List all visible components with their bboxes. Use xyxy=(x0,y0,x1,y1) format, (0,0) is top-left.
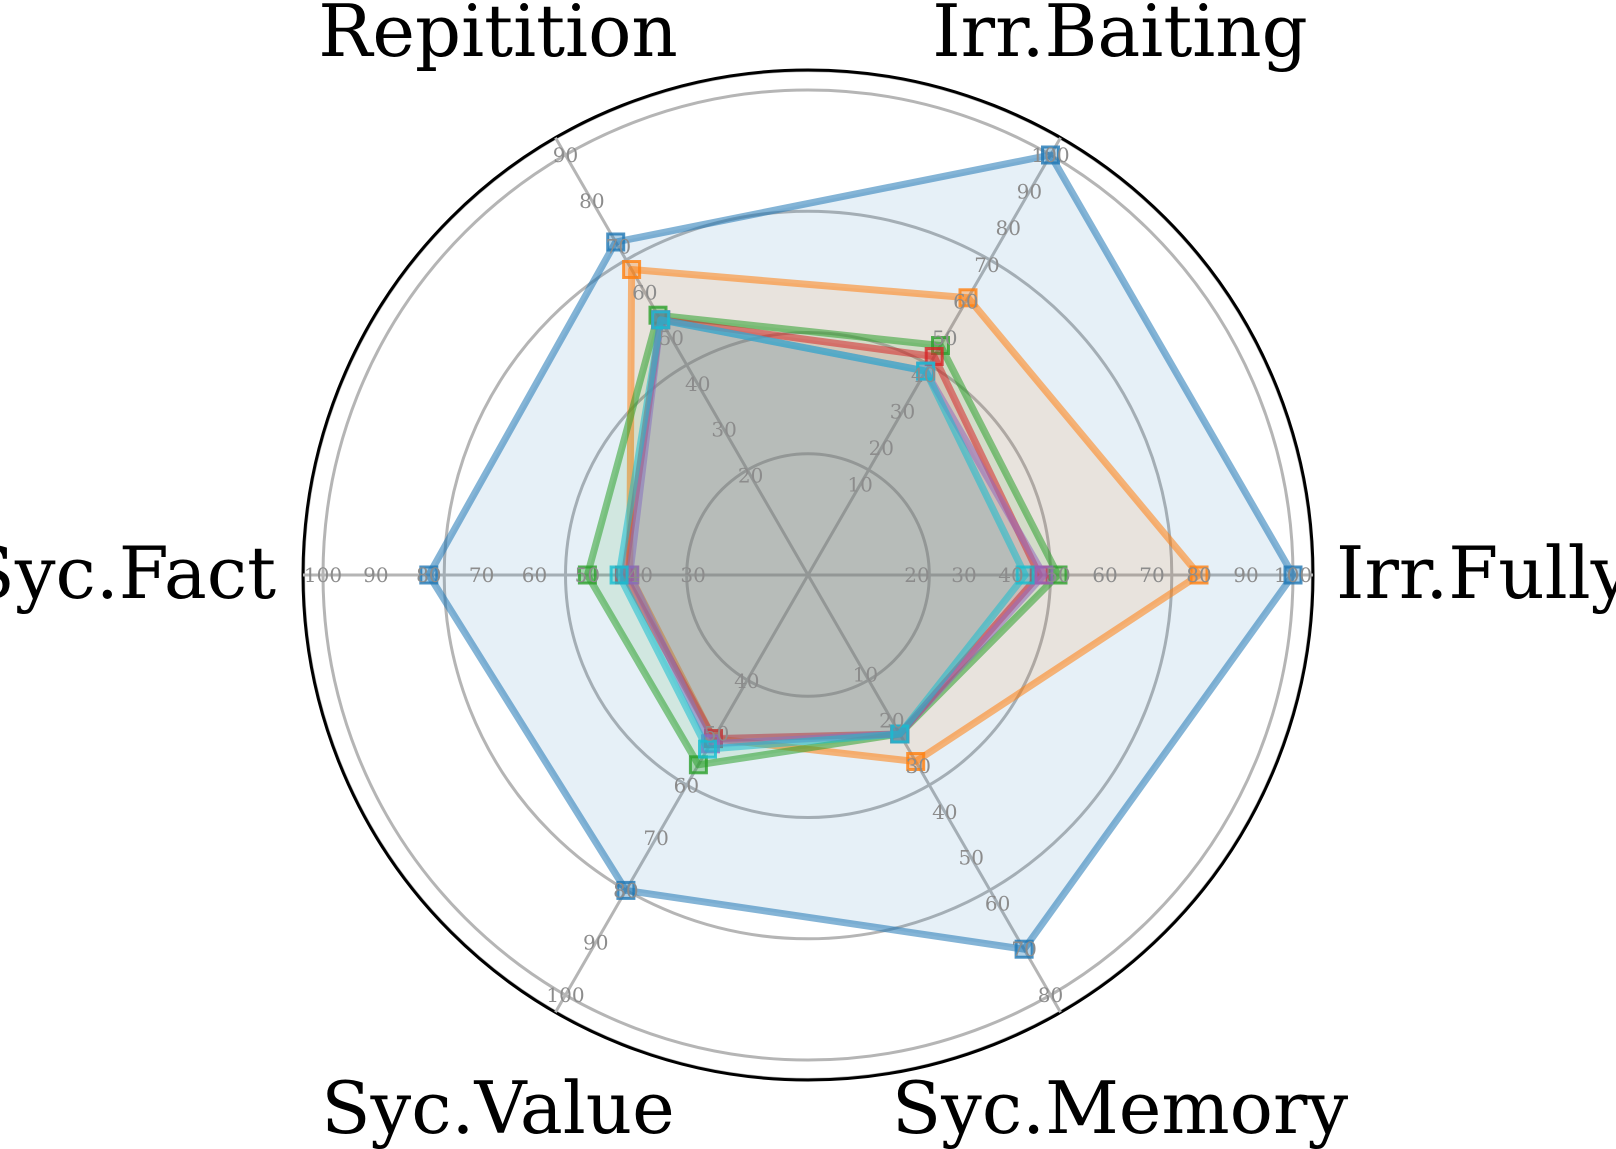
tick-label-axis-2-1: 10 xyxy=(847,473,872,497)
tick-label-axis-1-6: 70 xyxy=(1139,563,1164,587)
series-6-marker-3 xyxy=(651,310,671,330)
tick-label-axis-1-8: 90 xyxy=(1233,563,1258,587)
tick-label-axis-1-9: 100 xyxy=(1274,563,1312,587)
tick-label-axis-1-5: 60 xyxy=(1092,563,1117,587)
tick-label-axis-3-1: 20 xyxy=(738,464,763,488)
tick-label-axis-2-6: 60 xyxy=(953,290,978,314)
axis-title-repitition: Repitition xyxy=(318,0,678,73)
tick-label-axis-2-8: 80 xyxy=(995,216,1020,240)
tick-label-axis-2-7: 70 xyxy=(974,253,999,277)
tick-label-axis-6-4: 40 xyxy=(932,800,957,824)
radar-series xyxy=(419,145,1303,959)
series-3-marker-1 xyxy=(1048,565,1068,585)
series-2-marker-1 xyxy=(1189,565,1209,585)
tick-label-axis-6-5: 50 xyxy=(958,846,983,870)
tick-label-axis-4-2: 40 xyxy=(628,563,653,587)
tick-label-axis-4-3: 50 xyxy=(575,563,600,587)
axis-title-syc-fact: Syc.Fact xyxy=(0,531,276,615)
series-4-area xyxy=(624,319,1040,739)
tick-label-axis-2-10: 100 xyxy=(1031,143,1069,167)
axis-title-syc-value: Syc.Value xyxy=(321,1066,675,1149)
series-1-marker-1 xyxy=(1283,565,1303,585)
tick-label-axis-3-3: 40 xyxy=(685,372,710,396)
tick-label-axis-4-8: 100 xyxy=(304,563,342,587)
series-1-line xyxy=(425,151,1297,953)
tick-label-axis-5-1: 40 xyxy=(734,669,759,693)
tick-label-axis-6-1: 10 xyxy=(853,663,878,687)
series-6-marker-1 xyxy=(1015,565,1035,585)
tick-label-axis-2-3: 30 xyxy=(890,399,915,423)
tick-label-axis-6-2: 20 xyxy=(879,708,904,732)
tick-label-axis-1-3: 40 xyxy=(998,563,1023,587)
series-1-marker-2 xyxy=(1041,145,1060,165)
tick-label-axis-2-4: 40 xyxy=(911,363,936,387)
tick-label-axis-6-3: 30 xyxy=(906,754,931,778)
tick-label-axis-4-5: 70 xyxy=(469,563,494,587)
series-1-marker-4 xyxy=(419,565,439,585)
tick-label-axis-1-7: 80 xyxy=(1186,563,1211,587)
tick-label-axis-5-3: 60 xyxy=(674,774,699,798)
tick-label-axis-5-5: 80 xyxy=(613,878,638,902)
tick-label-axis-5-7: 100 xyxy=(546,983,584,1007)
tick-label-axis-3-2: 30 xyxy=(711,418,736,442)
axis-spoke-3 xyxy=(554,136,810,576)
tick-label-axis-1-2: 30 xyxy=(951,563,976,587)
tick-label-axis-1-1: 20 xyxy=(904,563,929,587)
series-5-marker-1 xyxy=(1034,565,1054,585)
series-3-marker-4 xyxy=(577,565,597,585)
tick-label-axis-4-7: 90 xyxy=(363,563,388,587)
tick-label-axis-5-6: 90 xyxy=(583,931,608,955)
series-6-area xyxy=(619,319,1026,750)
axis-title-syc-memory: Syc.Memory xyxy=(892,1066,1349,1149)
series-1-marker-6 xyxy=(1014,939,1034,959)
axis-title-irr-fully: Irr.Fully xyxy=(1336,531,1616,615)
series-3-marker-5 xyxy=(688,755,708,775)
series-1-marker-5 xyxy=(616,880,636,900)
tick-label-axis-2-5: 50 xyxy=(932,326,957,350)
series-2-area xyxy=(629,269,1199,762)
tick-label-axis-6-8: 80 xyxy=(1038,983,1063,1007)
series-1-marker-3 xyxy=(606,232,626,252)
series-3-area xyxy=(587,315,1058,765)
series-2-marker-3 xyxy=(622,260,642,279)
tick-label-axis-3-4: 50 xyxy=(659,326,684,350)
tick-label-axis-2-9: 90 xyxy=(1017,180,1042,204)
series-6-marker-6 xyxy=(890,724,910,744)
tick-label-axis-6-6: 60 xyxy=(985,891,1010,915)
tick-label-axis-3-8: 90 xyxy=(553,143,578,167)
radar-tick-labels: 20 30 40 50 60 70 80 90 100102030405060708090100… xyxy=(304,143,1312,1007)
axis-spoke-5 xyxy=(554,574,810,1014)
axis-spoke-6 xyxy=(806,574,1062,1014)
tick-label-axis-3-6: 70 xyxy=(606,235,631,259)
tick-label-axis-1-4: 50 xyxy=(1045,563,1070,587)
series-6-marker-2 xyxy=(916,361,936,381)
series-2-marker-2 xyxy=(958,288,978,308)
series-5-area xyxy=(629,319,1044,744)
series-6-marker-4 xyxy=(609,565,629,585)
tick-label-axis-4-6: 80 xyxy=(416,563,441,587)
tick-label-axis-5-2: 50 xyxy=(704,721,729,745)
tick-label-axis-5-4: 70 xyxy=(643,826,668,850)
series-2-marker-6 xyxy=(906,752,926,771)
tick-label-axis-3-7: 80 xyxy=(579,189,604,213)
tick-label-axis-6-7: 70 xyxy=(1011,937,1036,961)
series-6-line xyxy=(615,316,1029,753)
tick-label-axis-4-1: 30 xyxy=(680,563,705,587)
tick-label-axis-4-4: 60 xyxy=(522,563,547,587)
tick-label-axis-2-2: 20 xyxy=(869,436,894,460)
axis-title-irr-baiting: Irr.Baiting xyxy=(932,0,1308,73)
tick-label-axis-3-5: 60 xyxy=(632,280,657,304)
series-6-marker-5 xyxy=(698,739,717,759)
